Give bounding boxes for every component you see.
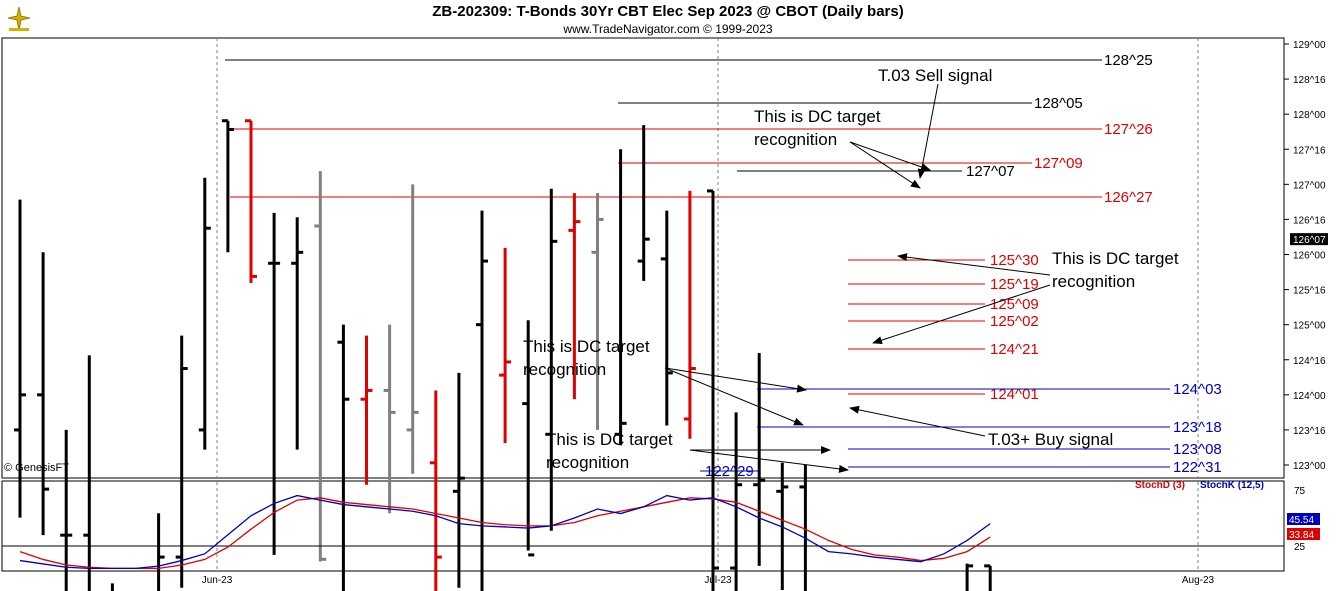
price-tick-label: 128^00 bbox=[1293, 110, 1326, 121]
level-label: 122^31 bbox=[1173, 459, 1222, 476]
price-panel-frame bbox=[1, 37, 1285, 479]
stoch-tick-label: 25 bbox=[1294, 542, 1306, 553]
stoch-k-line bbox=[19, 494, 991, 570]
level-label: 127^09 bbox=[1034, 155, 1083, 172]
price-tick-label: 125^00 bbox=[1293, 321, 1326, 332]
price-tick-label: 126^00 bbox=[1293, 251, 1326, 262]
level-label: 125^19 bbox=[990, 276, 1039, 293]
annotation-text: This is DC target recognition bbox=[754, 107, 881, 149]
current-price-marker bbox=[1290, 233, 1328, 246]
stoch-d-legend: StochD (3) bbox=[1135, 480, 1185, 491]
stoch-tick-label: 75 bbox=[1294, 486, 1306, 497]
level-label: 128^25 bbox=[1104, 52, 1153, 69]
level-label: 123^08 bbox=[1173, 441, 1222, 458]
annotation-text: This is DC target recognition bbox=[1052, 249, 1179, 291]
level-label: 124^01 bbox=[990, 386, 1039, 403]
copyright-label: © GenesisFT bbox=[4, 462, 69, 474]
genesis-logo-icon bbox=[4, 4, 34, 34]
level-label: 124^03 bbox=[1173, 381, 1222, 398]
level-label: 128^05 bbox=[1034, 95, 1083, 112]
price-tick-label: 125^16 bbox=[1293, 286, 1326, 297]
date-tick-label: Jul-23 bbox=[704, 575, 732, 586]
annotation-arrow bbox=[689, 449, 849, 473]
price-tick-label: 123^16 bbox=[1293, 426, 1326, 437]
price-tick-label: 123^00 bbox=[1293, 461, 1326, 472]
level-label: 124^21 bbox=[990, 341, 1039, 358]
stoch-k-value-box bbox=[1287, 513, 1320, 525]
annotation-arrow bbox=[872, 284, 1051, 344]
annotation-arrow bbox=[849, 405, 986, 437]
chart-subtitle: www.TradeNavigator.com © 1999-2023 bbox=[563, 22, 773, 36]
level-label: 122^29 bbox=[705, 463, 754, 480]
level-label: 127^26 bbox=[1104, 121, 1153, 138]
annotation-arrow bbox=[917, 83, 939, 179]
price-tick-label: 124^00 bbox=[1293, 391, 1326, 402]
stoch-d-line bbox=[19, 497, 991, 570]
annotation-arrow bbox=[849, 141, 931, 171]
annotation-arrow bbox=[664, 367, 807, 393]
annotation-arrow bbox=[897, 253, 1051, 276]
level-label: 123^18 bbox=[1173, 419, 1222, 436]
price-tick-label: 129^00 bbox=[1293, 40, 1326, 51]
price-tick-label: 124^16 bbox=[1293, 356, 1326, 367]
stoch-d-value-box bbox=[1287, 528, 1320, 540]
price-tick-label: 128^16 bbox=[1293, 75, 1326, 86]
level-label: 125^02 bbox=[990, 313, 1039, 330]
level-label: 126^27 bbox=[1104, 189, 1153, 206]
level-label: 125^09 bbox=[990, 296, 1039, 313]
current-price-label: 126^07 bbox=[1293, 235, 1326, 246]
annotation-text: T.03+ Buy signal bbox=[988, 430, 1113, 449]
price-tick-label: 127^00 bbox=[1293, 180, 1326, 191]
annotation-arrow bbox=[849, 141, 921, 189]
level-label: 127^07 bbox=[966, 163, 1015, 180]
date-tick-label: Aug-23 bbox=[1182, 575, 1215, 586]
chart-title: ZB-202309: T-Bonds 30Yr CBT Elec Sep 202… bbox=[432, 3, 904, 20]
price-tick-label: 127^16 bbox=[1293, 145, 1326, 156]
stoch-k-value: 45.54 bbox=[1289, 515, 1314, 526]
annotation-text: This is DC target recognition bbox=[523, 337, 650, 379]
price-tick-label: 126^16 bbox=[1293, 215, 1326, 226]
annotation-text: This is DC target recognition bbox=[546, 430, 673, 472]
stoch-d-value: 33.84 bbox=[1289, 530, 1314, 541]
level-label: 125^30 bbox=[990, 252, 1039, 269]
annotation-text: T.03 Sell signal bbox=[878, 66, 992, 85]
stoch-panel-frame bbox=[1, 480, 1285, 572]
date-tick-label: Jun-23 bbox=[202, 575, 233, 586]
annotation-arrow bbox=[664, 367, 804, 426]
stoch-k-legend: StochK (12,5) bbox=[1200, 480, 1264, 491]
